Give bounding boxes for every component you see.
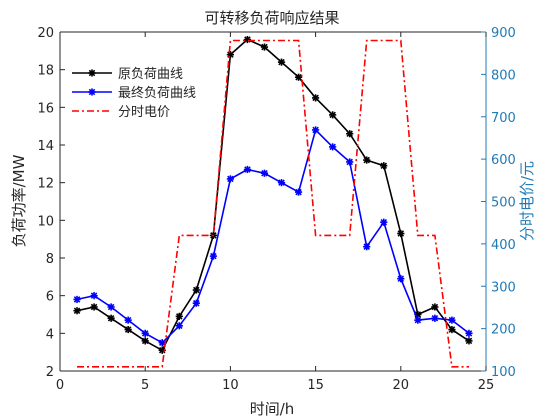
- original-load-point: [312, 94, 320, 102]
- original-load-point: [243, 35, 252, 44]
- y-tick-label-right: 100: [491, 365, 516, 380]
- original-load-point: [141, 337, 149, 345]
- original-load-point: [175, 312, 183, 320]
- final-load-point: [397, 275, 405, 283]
- original-load-point: [192, 286, 200, 294]
- original-load-point: [107, 314, 115, 322]
- final-load-point: [329, 143, 337, 151]
- original-load-point: [346, 130, 354, 138]
- final-load-point: [226, 175, 234, 183]
- final-load-point: [312, 126, 320, 134]
- y-tick-label-left: 18: [37, 64, 54, 79]
- final-load-point: [448, 316, 456, 324]
- y-tick-label-right: 300: [491, 280, 516, 295]
- original-load-point: [380, 162, 388, 170]
- x-tick-label: 15: [307, 378, 324, 393]
- final-load-point: [141, 329, 149, 337]
- final-load-line: [76, 128, 470, 344]
- original-load-point: [363, 156, 371, 164]
- legend-marker-original-load: [88, 69, 96, 77]
- x-tick-label: 25: [478, 378, 495, 393]
- original-load-point: [73, 307, 81, 315]
- y-axis-title-right: 分时电价/元: [518, 161, 536, 241]
- final-load-point: [414, 316, 422, 324]
- legend-marker-final-load: [88, 88, 96, 96]
- original-load-point: [260, 43, 269, 51]
- axes: 0 5 10 15 20 25 2 4 6 8 10 12 14 16 18 20 100 200 300 400 50…: [37, 26, 515, 393]
- final-load-point: [243, 165, 252, 174]
- final-load-point: [363, 243, 371, 251]
- y-tick-label-left: 2: [46, 365, 54, 380]
- legend-label-original-load: 原负荷曲线: [118, 67, 183, 82]
- legend-label-final-load: 最终负荷曲线: [118, 85, 196, 101]
- y-tick-label-left: 6: [46, 290, 54, 305]
- y-axis-title-left: 负荷功率/MW: [10, 154, 28, 247]
- y-tick-label-right: 200: [491, 323, 516, 338]
- final-load-point: [277, 179, 286, 187]
- original-load-point: [124, 325, 132, 334]
- final-load-point: [192, 299, 200, 307]
- x-tick-label: 10: [222, 378, 239, 393]
- y-tick-label-right: 500: [491, 196, 516, 211]
- y-tick-label-right: 900: [491, 26, 516, 41]
- final-load-point: [209, 252, 217, 260]
- tou-price-line: [77, 39, 469, 368]
- x-tick-label: 5: [141, 378, 149, 393]
- final-load-point: [90, 292, 98, 300]
- original-load-point: [329, 111, 337, 119]
- original-load-point: [277, 58, 286, 66]
- y-tick-label-left: 4: [46, 327, 54, 342]
- final-load-point: [431, 314, 439, 322]
- y-tick-label-right: 800: [491, 68, 516, 83]
- original-load-point: [90, 303, 98, 311]
- original-load-point: [294, 73, 303, 81]
- original-load-point: [226, 51, 234, 59]
- y-tick-label-left: 16: [37, 101, 54, 116]
- original-load-point: [465, 337, 473, 345]
- chart-title: 可转移负荷响应结果: [204, 9, 339, 27]
- final-load-point: [260, 169, 269, 177]
- final-load-point: [107, 303, 115, 311]
- legend-label-tou-price: 分时电价: [118, 105, 170, 120]
- original-load-point: [448, 325, 456, 334]
- x-tick-label: 20: [393, 378, 410, 393]
- final-load-point: [175, 322, 183, 330]
- final-load-point: [346, 158, 354, 166]
- x-tick-label: 0: [56, 378, 64, 393]
- y-tick-label-left: 8: [46, 252, 54, 267]
- final-load-point: [294, 188, 303, 196]
- original-load-point: [431, 303, 439, 311]
- final-load-point: [73, 295, 81, 304]
- original-load-point: [397, 229, 405, 238]
- y-tick-label-right: 600: [491, 153, 516, 168]
- y-tick-label-left: 12: [37, 177, 54, 192]
- final-load-point: [465, 329, 473, 337]
- x-axis-title: 时间/h: [250, 400, 295, 418]
- y-tick-label-left: 10: [37, 214, 54, 229]
- y-tick-label-right: 700: [491, 111, 516, 126]
- series-layer: [73, 35, 473, 368]
- y-tick-label-left: 20: [37, 26, 54, 41]
- final-load-point: [124, 316, 132, 324]
- final-load-point: [380, 218, 388, 226]
- y-tick-label-left: 14: [37, 139, 54, 154]
- y-tick-label-right: 400: [491, 238, 516, 253]
